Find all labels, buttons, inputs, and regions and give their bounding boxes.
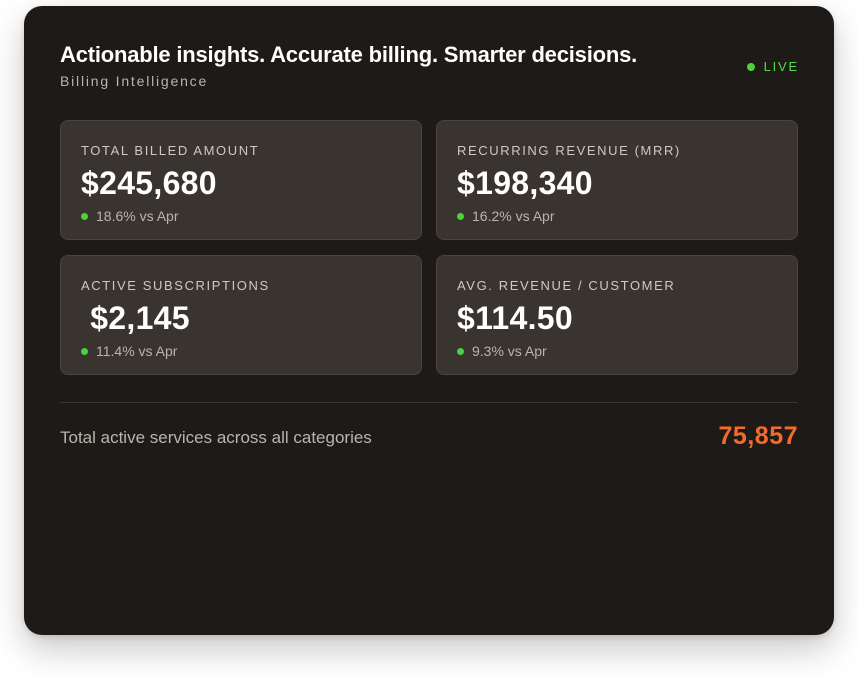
page-subtitle: Billing Intelligence	[60, 73, 209, 89]
metric-label: RECURRING REVENUE (MRR)	[457, 143, 681, 158]
metrics-grid: TOTAL BILLED AMOUNT $245,680 18.6% vs Ap…	[60, 120, 798, 375]
live-dot-icon	[746, 62, 755, 71]
metric-card-avg-revenue: AVG. REVENUE / CUSTOMER $114.50 9.3% vs …	[436, 255, 798, 375]
metric-change-text: 18.6% vs Apr	[96, 208, 179, 224]
metric-value: $2,145	[81, 300, 190, 336]
total-services-value: 75,857	[718, 422, 798, 450]
trend-dot-icon	[457, 212, 464, 220]
page-title: Actionable insights. Accurate billing. S…	[60, 42, 638, 67]
trend-dot-icon	[81, 212, 88, 220]
section-divider	[60, 402, 798, 403]
metric-label: AVG. REVENUE / CUSTOMER	[457, 278, 676, 293]
metric-change-text: 16.2% vs Apr	[472, 208, 555, 224]
metric-change: 18.6% vs Apr	[81, 208, 401, 224]
metric-change: 11.4% vs Apr	[81, 343, 401, 359]
trend-dot-icon	[81, 347, 88, 355]
metric-card-active-subscriptions: ACTIVE SUBSCRIPTIONS $2,145 11.4% vs Apr	[60, 255, 422, 375]
total-services-label: Total active services across all categor…	[60, 428, 372, 447]
metric-card-total-billed: TOTAL BILLED AMOUNT $245,680 18.6% vs Ap…	[60, 120, 422, 240]
metric-change: 16.2% vs Apr	[457, 208, 777, 224]
metric-change-text: 9.3% vs Apr	[472, 343, 547, 359]
metric-card-recurring-revenue: RECURRING REVENUE (MRR) $198,340 16.2% v…	[436, 120, 798, 240]
trend-dot-icon	[457, 347, 464, 355]
metric-value: $245,680	[81, 165, 217, 201]
metric-value: $114.50	[457, 300, 574, 336]
metric-value: $198,340	[457, 165, 593, 201]
metric-label: ACTIVE SUBSCRIPTIONS	[81, 278, 270, 293]
live-status-badge: LIVE	[746, 59, 799, 74]
metric-label: TOTAL BILLED AMOUNT	[81, 143, 260, 158]
live-status-label: LIVE	[763, 59, 799, 74]
metric-change: 9.3% vs Apr	[457, 343, 777, 359]
billing-dashboard-card: Actionable insights. Accurate billing. S…	[24, 6, 834, 635]
metric-change-text: 11.4% vs Apr	[96, 343, 178, 359]
